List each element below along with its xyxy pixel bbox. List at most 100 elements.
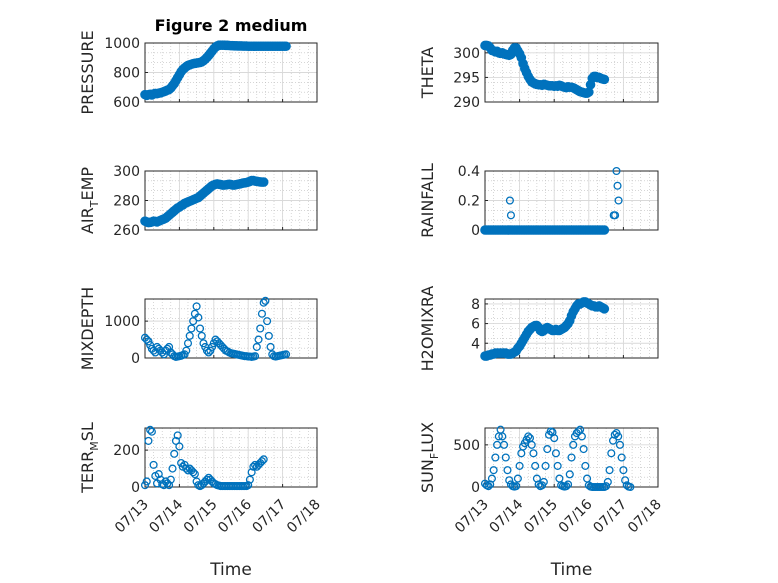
data-point bbox=[499, 440, 509, 449]
y-axis-label: RAINFALL bbox=[418, 163, 437, 238]
data-point bbox=[581, 461, 590, 470]
data-point bbox=[263, 317, 272, 326]
data-point bbox=[192, 302, 201, 311]
data-point bbox=[182, 464, 191, 473]
subplot-pressure: 600 800 1000 PRESSURE Figure 2 medium bbox=[78, 16, 318, 115]
subplot-air_temp: 260 280 300 AIRTEMP bbox=[78, 164, 318, 239]
data-point bbox=[182, 346, 191, 355]
data-point bbox=[539, 477, 548, 486]
x-tick-label: 07/18 bbox=[625, 497, 665, 537]
data-point bbox=[577, 432, 586, 441]
data-point bbox=[249, 462, 258, 471]
data-point bbox=[607, 449, 616, 458]
data-point bbox=[247, 468, 256, 477]
y-axis-label-part: SUN bbox=[418, 459, 437, 493]
data-point bbox=[194, 313, 203, 322]
data-point bbox=[154, 470, 163, 479]
axes-frame bbox=[484, 427, 659, 488]
y-axis-label: AIRTEMP bbox=[78, 167, 101, 234]
data-point bbox=[144, 436, 153, 445]
y-tick-label: 8 bbox=[471, 297, 480, 313]
y-axis-label: PRESSURE bbox=[78, 30, 97, 114]
data-point bbox=[527, 440, 536, 449]
data-point bbox=[257, 309, 267, 318]
data-point bbox=[197, 331, 206, 340]
data-point bbox=[602, 482, 611, 491]
y-axis-label: THETA bbox=[418, 47, 437, 99]
data-point bbox=[149, 460, 158, 469]
y-tick-label: 300 bbox=[453, 46, 480, 62]
y-tick-label: 6 bbox=[471, 317, 480, 333]
y-tick-label: 0 bbox=[131, 351, 140, 367]
axes-frame bbox=[484, 298, 659, 359]
data-point bbox=[619, 466, 628, 475]
data-point bbox=[484, 482, 493, 491]
data-point bbox=[254, 335, 263, 344]
y-tick-label: 295 bbox=[453, 70, 480, 86]
x-tick-label: 07/15 bbox=[521, 497, 561, 537]
data-point bbox=[261, 296, 270, 305]
data-point bbox=[202, 346, 211, 355]
data-point bbox=[187, 324, 196, 333]
y-tick-label: 300 bbox=[113, 164, 140, 180]
y-axis-label: SUNFLUX bbox=[418, 422, 441, 493]
x-tick-label: 07/15 bbox=[181, 497, 221, 537]
data-point bbox=[245, 475, 254, 484]
y-tick-label: 0.4 bbox=[458, 164, 480, 180]
data-point bbox=[515, 461, 524, 470]
y-axis-label-subscript: T bbox=[88, 200, 101, 208]
data-point bbox=[615, 440, 624, 449]
x-tick-label: 07/17 bbox=[590, 497, 630, 537]
data-point bbox=[266, 342, 275, 351]
y-tick-label: 1000 bbox=[104, 314, 140, 330]
data-point bbox=[505, 196, 514, 205]
data-point bbox=[565, 470, 574, 479]
data-point bbox=[251, 352, 260, 361]
data-point bbox=[491, 453, 500, 462]
data-point bbox=[524, 432, 533, 441]
data-point bbox=[140, 481, 150, 490]
data-point bbox=[562, 482, 571, 491]
x-tick-label: 07/17 bbox=[250, 497, 290, 537]
data-point bbox=[599, 74, 610, 85]
subplot-mixdepth: 0 1000 MIXDEPTH bbox=[78, 287, 318, 370]
chart-title: Figure 2 medium bbox=[155, 16, 308, 35]
x-tick-label: 07/13 bbox=[112, 497, 152, 537]
data-point bbox=[512, 482, 521, 491]
y-tick-label: 280 bbox=[113, 194, 140, 210]
data-point bbox=[189, 468, 198, 477]
data-point bbox=[199, 339, 208, 348]
y-tick-label: 260 bbox=[113, 223, 140, 239]
y-axis-label-part: SL bbox=[78, 422, 97, 441]
data-point bbox=[165, 342, 174, 351]
data-point bbox=[173, 431, 182, 440]
y-tick-label: 0 bbox=[471, 480, 480, 496]
data-point bbox=[251, 460, 260, 469]
y-tick-label: 0.2 bbox=[458, 194, 480, 210]
subplot-h2omixra: 4 6 8 H2OMIXRA bbox=[418, 286, 659, 371]
data-point bbox=[168, 464, 177, 473]
data-point bbox=[614, 196, 623, 205]
data-point bbox=[147, 427, 156, 436]
data-point bbox=[611, 211, 620, 220]
y-tick-label: 200 bbox=[113, 443, 140, 459]
data-point bbox=[281, 350, 291, 359]
data-point bbox=[621, 476, 630, 485]
data-point bbox=[614, 432, 623, 441]
axes-frame bbox=[484, 42, 659, 103]
data-point bbox=[166, 475, 175, 484]
y-tick-label: 600 bbox=[113, 95, 140, 111]
data-point bbox=[487, 474, 496, 483]
data-point bbox=[259, 298, 268, 307]
data-point bbox=[626, 482, 635, 492]
data-point bbox=[258, 177, 269, 187]
y-axis-label-part: LUX bbox=[418, 422, 437, 453]
data-point bbox=[257, 457, 267, 466]
y-axis-label-part: AIR bbox=[78, 207, 97, 234]
data-point bbox=[579, 445, 588, 454]
data-point bbox=[612, 166, 621, 176]
data-point bbox=[599, 304, 610, 314]
